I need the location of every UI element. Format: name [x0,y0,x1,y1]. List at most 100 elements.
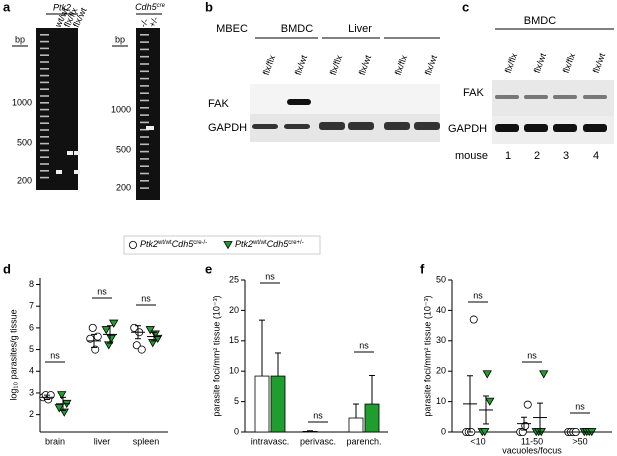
ladder-band [140,77,149,80]
gene-label: Ptk2 [53,2,71,12]
blot [250,84,440,118]
bar [302,430,318,433]
gel-band [74,151,80,155]
y-axis-label: log₁₀ parasites/g tissue [8,309,18,400]
annotation: ns [527,350,537,360]
bar [270,375,286,433]
data-point [485,397,495,406]
legend-part: cre+/- [288,240,304,246]
legend-part: Cdh5 [267,239,290,249]
data-point [480,428,490,437]
group-label: Liver [348,23,372,35]
ladder-band [140,128,149,131]
ladder-band [140,34,149,36]
ladder-band [140,41,149,43]
data-point [88,323,97,332]
ladder-band [40,68,49,70]
annotation: ns [50,350,60,360]
ladder-band [140,136,149,138]
group-label: BMDC [281,23,313,35]
size-label: 500 [17,137,32,147]
gel-band [146,126,154,130]
ladder-band [40,142,49,145]
data-point [469,315,478,324]
ladder-band [140,55,149,58]
y-tick-label: 15 [229,335,239,345]
lane-label: flx/flx [261,53,278,76]
annotation: ns [265,271,275,281]
cre-sup: cre [157,3,166,9]
group-label: BMDC [524,15,556,27]
lane-label: flx/wt [591,51,608,74]
blot-band [348,122,374,130]
annotation: ns [313,410,323,420]
blot-band [252,124,278,129]
data-point [54,404,64,413]
data-point [132,341,141,350]
legend-label: Ptk2wt/wtCdh5cre-/- [140,239,207,249]
blot-band [287,99,311,105]
blot-band [495,124,519,132]
x-tick-label: 11-50 [521,436,543,446]
x-tick-label: >50 [572,436,587,446]
legend-part: cre-/- [193,240,207,246]
y-tick-label: 20 [229,305,239,315]
ladder-band [140,99,149,102]
y-axis-label: parasite foci/mm² tissue (10⁻³) [422,295,432,416]
lane-label: -/- [138,17,151,29]
y-tick-label: 3 [29,387,34,397]
y-tick-label: 5 [29,344,34,354]
ladder-band [40,81,49,84]
ladder-band [40,163,49,165]
lane-label: +/- [147,15,161,29]
ladder-band [40,47,49,50]
lane-label: flx/wt [423,53,440,76]
y-tick-label: 2 [29,409,34,419]
blot-band [384,122,410,130]
panel-letter: a [3,0,11,14]
x-tick-label: <10 [470,436,485,446]
ladder-band [140,150,149,153]
blot-band [583,124,607,132]
row-label: FAK [208,98,229,110]
data-point [57,391,67,400]
x-tick-label: spleen [133,436,160,446]
gel-band [56,170,62,174]
data-point [539,370,549,379]
size-label: 200 [116,182,131,192]
panel-letter: e [205,261,212,276]
mouse-number: 4 [593,150,599,162]
ladder-band [140,48,149,51]
size-label: 500 [116,144,131,154]
ladder-band [40,34,49,36]
ladder-band [140,92,149,94]
legend-part: wt/wt [252,240,267,246]
data-point [523,400,532,409]
blot-band [284,124,310,129]
ladder-band [40,95,49,97]
mouse-number: 2 [534,150,540,162]
ladder-band [140,121,149,124]
ladder-band [140,143,149,146]
ladder-band [40,149,49,152]
legend-part: Ptk2 [235,239,253,249]
legend-marker [128,240,137,249]
gel-band [74,170,80,174]
data-point [109,319,119,328]
ladder-band [40,156,49,158]
blot-band [495,95,519,99]
ladder-band [40,136,49,138]
y-tick-label: 4 [29,366,34,376]
row-label: FAK [463,87,484,99]
panel-letter: d [3,261,11,276]
y-tick-label: 30 [436,335,446,345]
gel-band [67,151,73,155]
annotation: ns [97,286,107,296]
ladder-band [140,165,149,167]
data-point [101,326,111,335]
bar [348,417,364,433]
group-label: MBEC [216,23,248,35]
ladder-band [40,88,49,90]
ladder-band [140,114,149,116]
ladder-band [140,70,149,73]
